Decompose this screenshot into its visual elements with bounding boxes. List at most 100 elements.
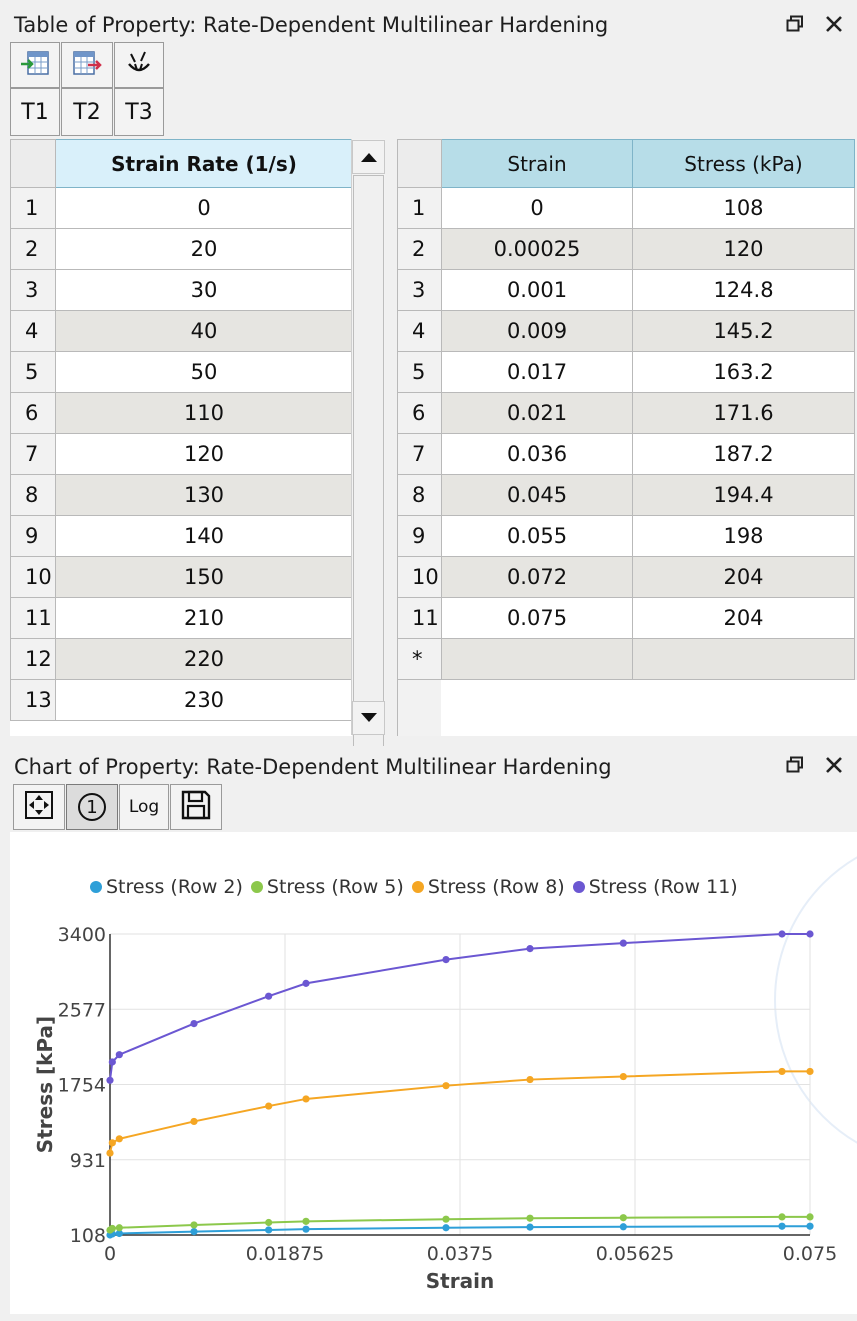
row-header[interactable]: 13 bbox=[10, 679, 56, 721]
table-row[interactable]: 7 120 bbox=[10, 433, 352, 475]
row-header[interactable]: 9 bbox=[10, 515, 56, 557]
data-point[interactable] bbox=[442, 1215, 450, 1223]
data-point[interactable] bbox=[619, 1072, 627, 1081]
stress-cell[interactable]: 145.2 bbox=[632, 310, 855, 352]
data-point[interactable] bbox=[778, 1222, 786, 1230]
strain-rate-cell[interactable]: 40 bbox=[55, 310, 352, 352]
data-point[interactable] bbox=[442, 956, 450, 964]
new-row-cell[interactable] bbox=[441, 638, 633, 680]
table-row[interactable]: 10 0.072 204 bbox=[397, 556, 855, 598]
data-point[interactable] bbox=[302, 1217, 310, 1225]
data-point[interactable] bbox=[619, 1223, 627, 1231]
strain-rate-cell[interactable]: 140 bbox=[55, 515, 352, 557]
new-row-cell[interactable] bbox=[632, 638, 855, 680]
restore-icon[interactable] bbox=[784, 13, 806, 35]
table-row[interactable]: 10 150 bbox=[10, 556, 352, 598]
row-header[interactable]: 7 bbox=[10, 433, 56, 475]
legend-item[interactable]: Stress (Row 5) bbox=[250, 876, 404, 898]
table-row[interactable]: 11 0.075 204 bbox=[397, 597, 855, 639]
row-header[interactable]: 12 bbox=[10, 638, 56, 680]
data-point[interactable] bbox=[806, 1213, 814, 1221]
strain-rate-cell[interactable]: 210 bbox=[55, 597, 352, 639]
tab-t3[interactable]: T3 bbox=[114, 88, 164, 136]
data-point[interactable] bbox=[302, 1225, 310, 1233]
data-point[interactable] bbox=[302, 1095, 310, 1103]
row-header[interactable]: 5 bbox=[10, 351, 56, 393]
data-point[interactable] bbox=[115, 1224, 123, 1232]
stress-cell[interactable]: 171.6 bbox=[632, 392, 855, 434]
data-point[interactable] bbox=[115, 1051, 123, 1059]
stress-cell[interactable]: 120 bbox=[632, 228, 855, 270]
row-header[interactable]: 11 bbox=[397, 597, 442, 639]
data-point[interactable] bbox=[190, 1020, 198, 1028]
strain-rate-header[interactable]: Strain Rate (1/s) bbox=[55, 139, 352, 188]
new-row[interactable]: * bbox=[397, 638, 855, 680]
scroll-down-button[interactable] bbox=[352, 701, 385, 735]
scroll-up-button[interactable] bbox=[352, 140, 385, 174]
stress-cell[interactable]: 124.8 bbox=[632, 269, 855, 311]
table-row[interactable]: 3 30 bbox=[10, 269, 352, 311]
table-row[interactable]: 9 0.055 198 bbox=[397, 515, 855, 557]
table-row[interactable]: 4 40 bbox=[10, 310, 352, 352]
row-header[interactable]: 4 bbox=[397, 310, 442, 352]
data-point[interactable] bbox=[115, 1135, 123, 1143]
data-point[interactable] bbox=[302, 979, 310, 987]
new-row-marker[interactable]: * bbox=[397, 638, 442, 680]
table-row[interactable]: 13 230 bbox=[10, 679, 352, 721]
data-point[interactable] bbox=[265, 1226, 273, 1234]
table-row[interactable]: 5 0.017 163.2 bbox=[397, 351, 855, 393]
strain-rate-cell[interactable]: 120 bbox=[55, 433, 352, 475]
strain-cell[interactable]: 0.045 bbox=[441, 474, 633, 516]
strain-cell[interactable]: 0.072 bbox=[441, 556, 633, 598]
data-point[interactable] bbox=[526, 1214, 534, 1222]
data-point[interactable] bbox=[108, 1139, 116, 1147]
data-point[interactable] bbox=[778, 1067, 786, 1076]
close-icon[interactable] bbox=[823, 754, 845, 776]
strain-rate-cell[interactable]: 220 bbox=[55, 638, 352, 680]
close-icon[interactable] bbox=[823, 13, 845, 35]
strain-cell[interactable]: 0.009 bbox=[441, 310, 633, 352]
row-header[interactable]: 5 bbox=[397, 351, 442, 393]
row-header[interactable]: 11 bbox=[10, 597, 56, 639]
legend-item[interactable]: Stress (Row 2) bbox=[90, 876, 243, 898]
strain-rate-cell[interactable]: 230 bbox=[55, 679, 352, 721]
clear-table-button[interactable] bbox=[114, 42, 164, 88]
stress-cell[interactable]: 204 bbox=[632, 556, 855, 598]
row-header[interactable]: 6 bbox=[397, 392, 442, 434]
tab-t2[interactable]: T2 bbox=[61, 88, 113, 136]
restore-icon[interactable] bbox=[784, 754, 806, 776]
data-point[interactable] bbox=[265, 992, 273, 1000]
table-row[interactable]: 5 50 bbox=[10, 351, 352, 393]
strain-rate-cell[interactable]: 30 bbox=[55, 269, 352, 311]
data-point[interactable] bbox=[526, 1223, 534, 1231]
data-point[interactable] bbox=[806, 1222, 814, 1230]
data-point[interactable] bbox=[778, 930, 786, 938]
data-point[interactable] bbox=[526, 1075, 534, 1084]
stress-cell[interactable]: 198 bbox=[632, 515, 855, 557]
table-row[interactable]: 6 110 bbox=[10, 392, 352, 434]
table-row[interactable]: 12 220 bbox=[10, 638, 352, 680]
data-point[interactable] bbox=[806, 930, 814, 938]
tab-t1[interactable]: T1 bbox=[10, 88, 60, 136]
strain-cell[interactable]: 0.036 bbox=[441, 433, 633, 475]
row-header[interactable]: 2 bbox=[10, 228, 56, 270]
data-point[interactable] bbox=[265, 1102, 273, 1110]
table-row[interactable]: 7 0.036 187.2 bbox=[397, 433, 855, 475]
table-row[interactable]: 3 0.001 124.8 bbox=[397, 269, 855, 311]
table-row[interactable]: 8 0.045 194.4 bbox=[397, 474, 855, 516]
data-point[interactable] bbox=[106, 1076, 114, 1084]
strain-cell[interactable]: 0.021 bbox=[441, 392, 633, 434]
table-row[interactable]: 11 210 bbox=[10, 597, 352, 639]
stress-cell[interactable]: 187.2 bbox=[632, 433, 855, 475]
fit-view-button[interactable] bbox=[13, 784, 65, 830]
data-point[interactable] bbox=[778, 1213, 786, 1221]
table-row[interactable]: 2 20 bbox=[10, 228, 352, 270]
row-header[interactable]: 1 bbox=[10, 187, 56, 229]
row-header[interactable]: 4 bbox=[10, 310, 56, 352]
scroll-thumb[interactable] bbox=[353, 175, 384, 769]
data-point[interactable] bbox=[806, 1067, 814, 1076]
data-point[interactable] bbox=[108, 1224, 116, 1233]
data-point[interactable] bbox=[190, 1221, 198, 1229]
table-row[interactable]: 1 0 108 bbox=[397, 187, 855, 229]
